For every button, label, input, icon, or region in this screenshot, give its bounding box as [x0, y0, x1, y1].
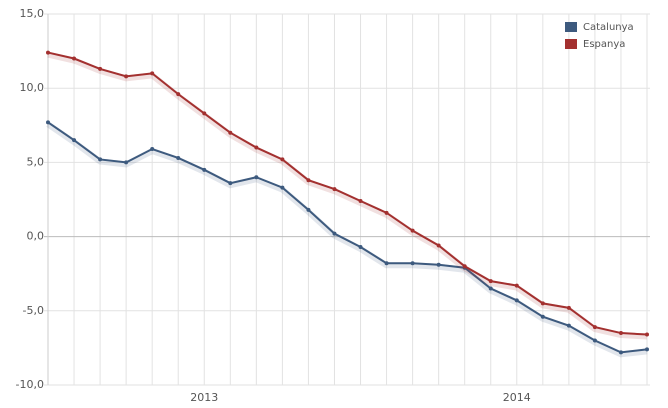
- point: [306, 207, 311, 212]
- legend-swatch: [565, 22, 577, 32]
- point: [384, 210, 389, 215]
- point: [645, 347, 649, 352]
- point: [462, 264, 467, 269]
- legend-label: Espanya: [583, 39, 625, 50]
- x-tick-label: 2013: [190, 391, 218, 404]
- line-shadow: [47, 51, 648, 340]
- line: [47, 51, 648, 336]
- point: [254, 145, 259, 150]
- point: [540, 301, 545, 306]
- point: [514, 283, 519, 288]
- point: [436, 243, 441, 248]
- point: [176, 92, 181, 97]
- point: [150, 71, 155, 76]
- point: [280, 157, 285, 162]
- point: [150, 147, 155, 152]
- point: [618, 331, 623, 336]
- point: [202, 111, 207, 116]
- point: [124, 160, 129, 165]
- point: [592, 325, 597, 330]
- y-tick-label: -10,0: [16, 378, 44, 391]
- point: [436, 262, 441, 267]
- point: [592, 338, 597, 343]
- point: [514, 298, 519, 303]
- point: [488, 286, 493, 291]
- point: [306, 178, 311, 183]
- line-shadow: [46, 121, 648, 358]
- point: [228, 181, 233, 186]
- point: [645, 332, 649, 337]
- point: [410, 228, 415, 233]
- point: [358, 244, 363, 249]
- point: [46, 50, 50, 55]
- point: [124, 74, 129, 79]
- legend-swatch: [565, 39, 577, 49]
- point: [384, 261, 389, 266]
- point: [72, 56, 77, 61]
- point: [46, 120, 50, 125]
- point: [618, 350, 623, 355]
- point: [72, 138, 77, 143]
- point: [254, 175, 259, 180]
- point: [98, 157, 103, 162]
- point: [228, 130, 233, 135]
- line: [47, 121, 648, 354]
- point: [488, 279, 493, 284]
- point: [280, 185, 285, 190]
- y-tick-label: 5,0: [27, 155, 45, 168]
- y-tick-label: 10,0: [20, 81, 45, 94]
- point: [202, 167, 207, 172]
- y-tick-label: 0,0: [27, 230, 45, 243]
- point: [98, 66, 103, 71]
- point: [176, 155, 181, 160]
- y-tick-label: 15,0: [20, 7, 45, 20]
- point: [540, 314, 545, 319]
- point: [332, 187, 337, 192]
- point: [410, 261, 415, 266]
- point: [566, 323, 571, 328]
- x-tick-label: 2014: [503, 391, 531, 404]
- y-tick-label: -5,0: [23, 304, 44, 317]
- point: [332, 231, 337, 236]
- point: [566, 305, 571, 310]
- point: [358, 198, 363, 203]
- legend-label: Catalunya: [583, 22, 634, 33]
